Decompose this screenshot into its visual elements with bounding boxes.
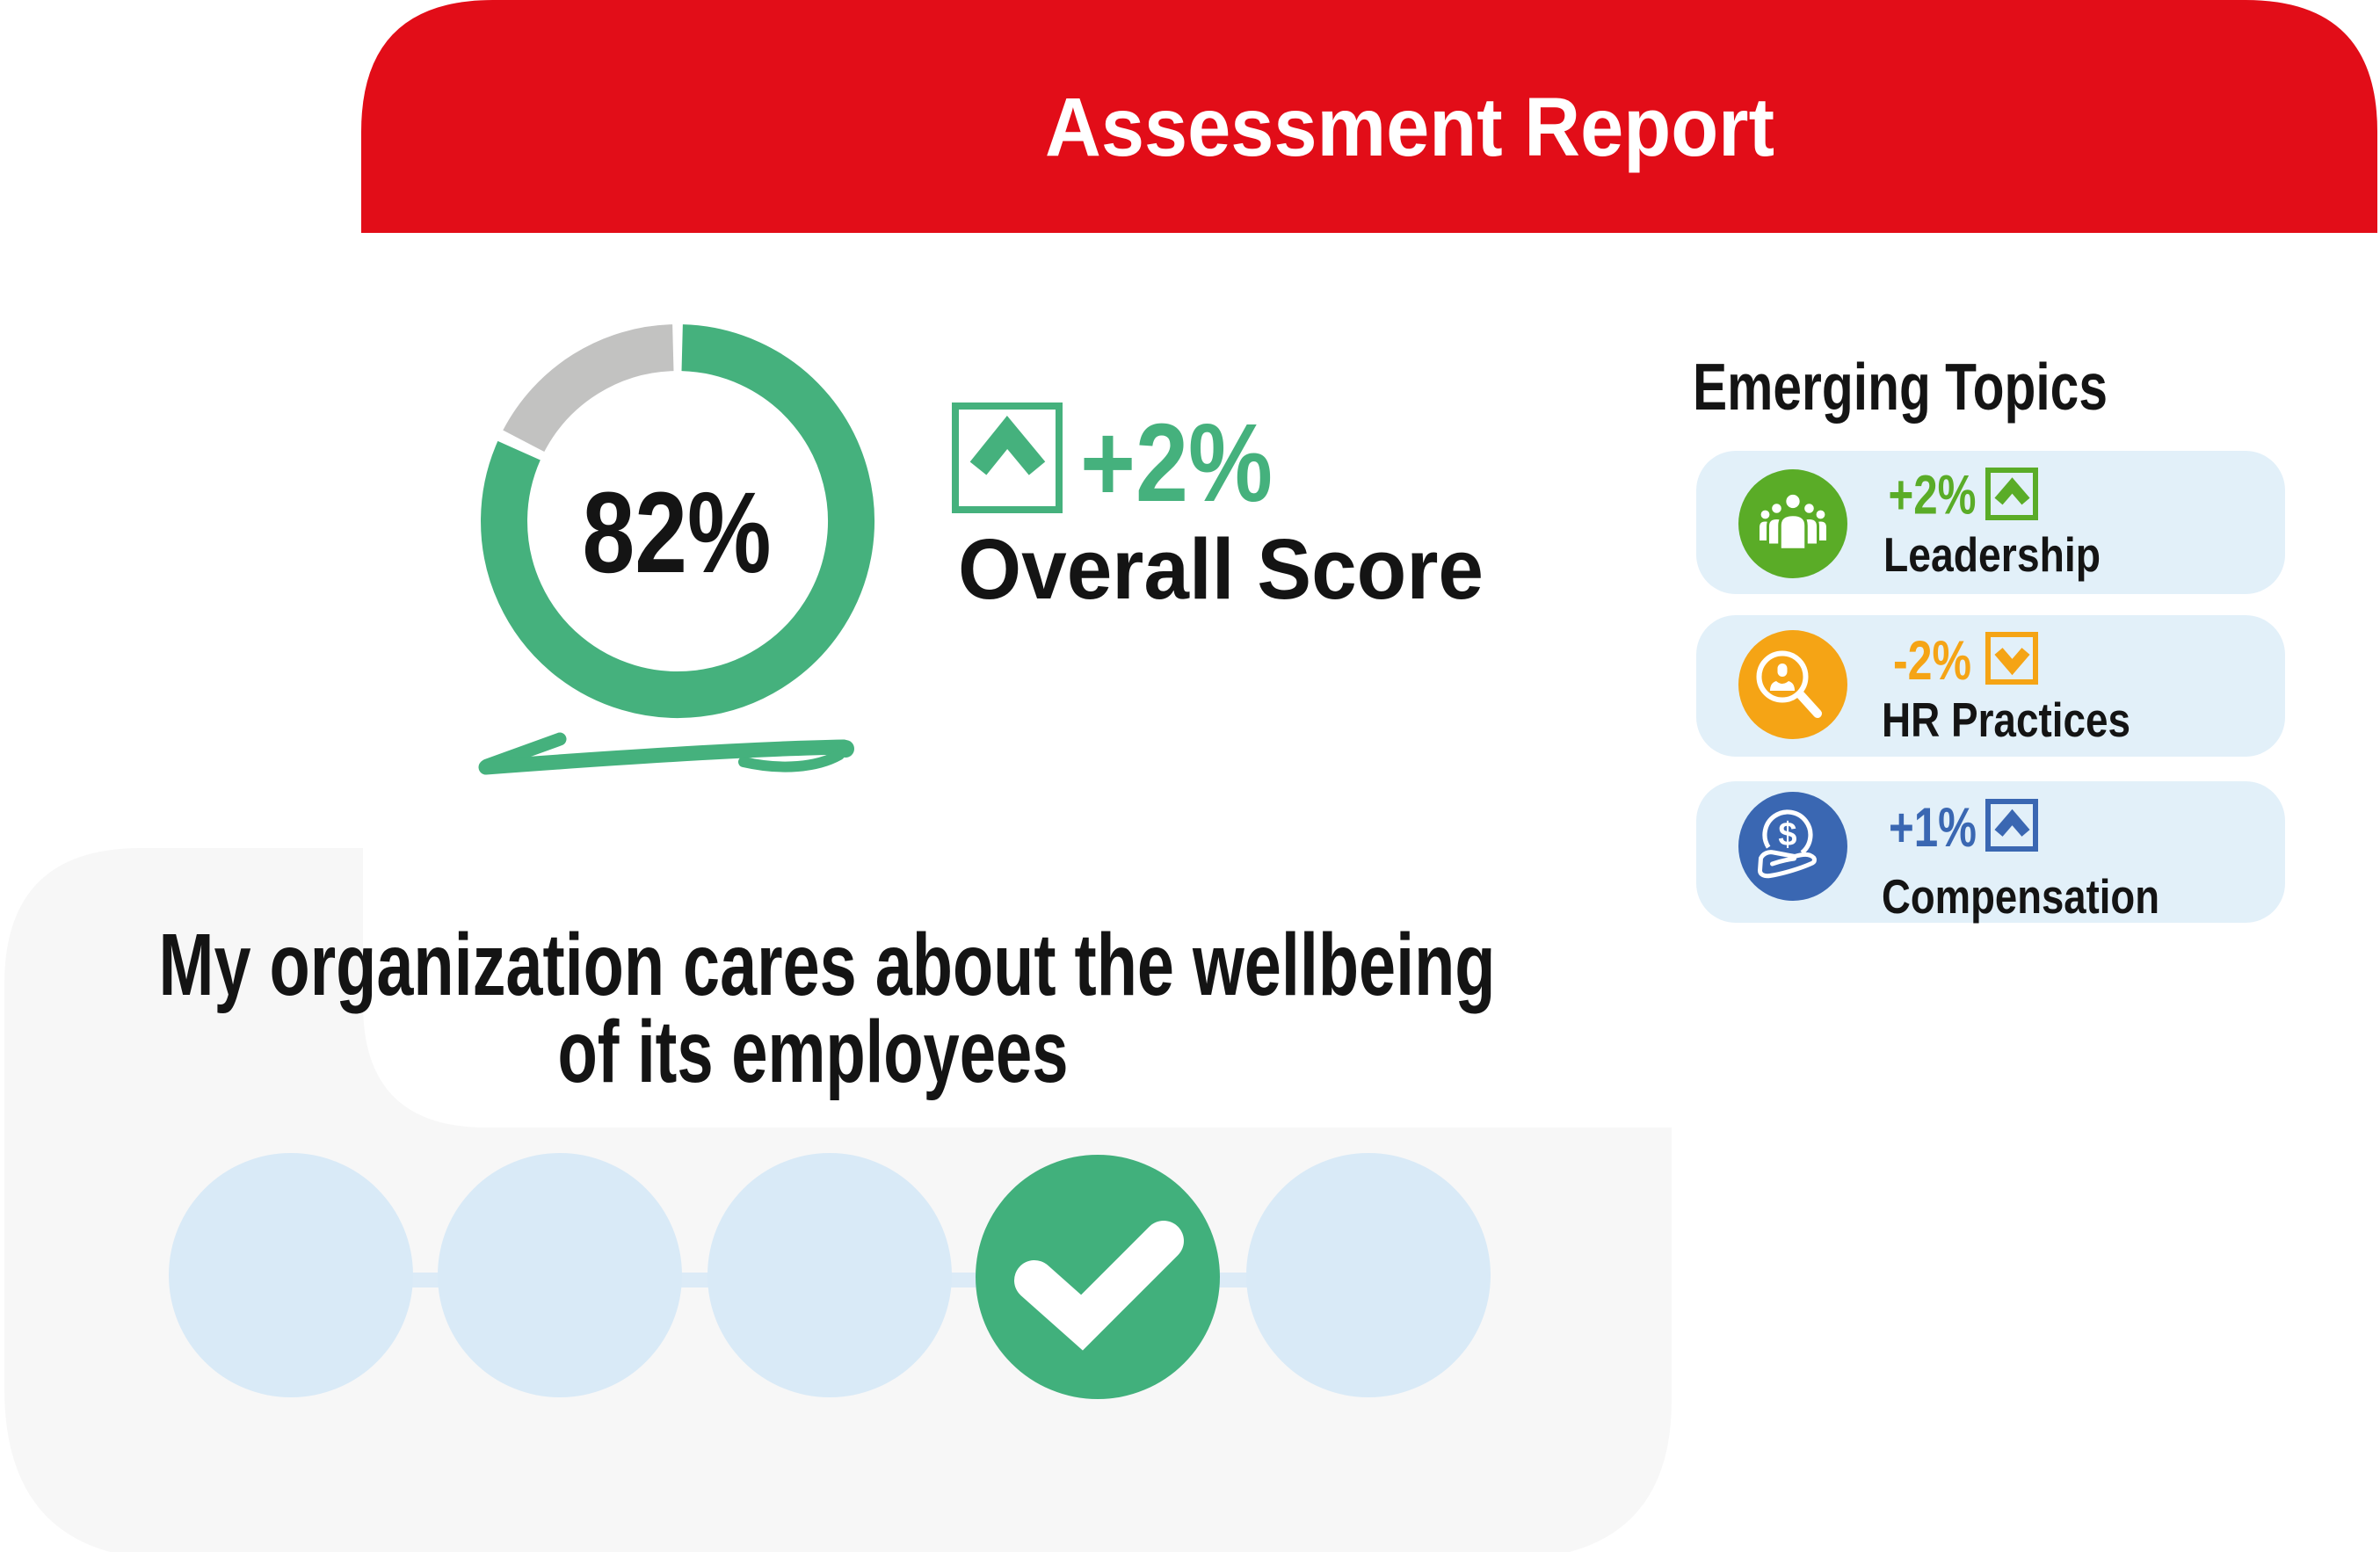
svg-text:Leadership: Leadership — [1883, 527, 2101, 582]
svg-text:$: $ — [1778, 816, 1796, 853]
svg-text:of its employees: of its employees — [558, 1003, 1069, 1101]
svg-text:My organization cares about th: My organization cares about the wellbein… — [159, 916, 1496, 1014]
svg-text:+2%: +2% — [1080, 401, 1273, 525]
svg-text:+1%: +1% — [1889, 797, 1977, 859]
svg-text:Emerging Topics: Emerging Topics — [1693, 350, 2108, 424]
svg-text:Overall Score: Overall Score — [958, 521, 1484, 617]
svg-text:+2%: +2% — [1889, 465, 1977, 526]
svg-text:Compensation: Compensation — [1882, 869, 2159, 924]
svg-text:82%: 82% — [583, 468, 772, 597]
svg-text:HR Practices: HR Practices — [1882, 693, 2130, 747]
svg-text:Assessment Report: Assessment Report — [1045, 81, 1774, 174]
svg-text:-2%: -2% — [1893, 630, 1971, 692]
